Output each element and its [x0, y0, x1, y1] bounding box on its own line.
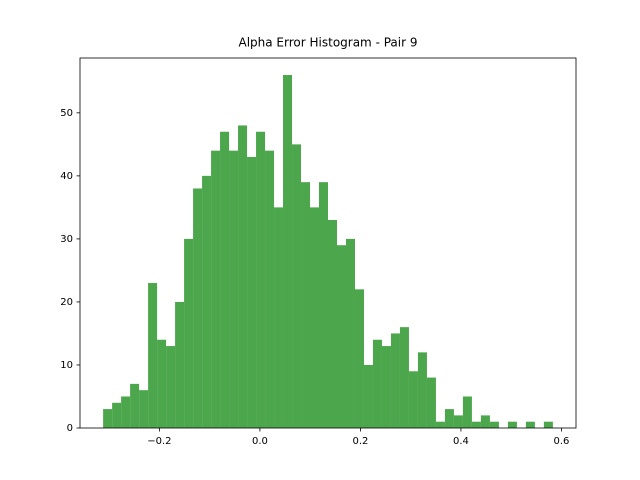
bar: [283, 75, 293, 428]
bar: [444, 409, 454, 428]
bar: [301, 182, 311, 428]
x-tick-label: 0.6: [553, 436, 569, 447]
bar: [372, 339, 382, 428]
bar: [202, 175, 212, 428]
y-tick-label: 30: [60, 234, 73, 245]
bar: [417, 352, 427, 428]
bar: [471, 421, 481, 428]
bar: [525, 421, 535, 428]
bar: [112, 402, 122, 428]
bar: [139, 390, 149, 428]
bar: [399, 327, 409, 428]
bar: [220, 131, 230, 428]
y-tick-label: 0: [67, 423, 73, 434]
bar: [175, 301, 185, 428]
bar: [184, 238, 194, 428]
y-tick-label: 50: [60, 108, 73, 119]
bar: [166, 346, 176, 428]
bar: [462, 396, 472, 428]
bar: [256, 131, 266, 428]
bar: [148, 283, 158, 428]
bar: [310, 207, 320, 428]
bar: [193, 188, 203, 428]
bar: [489, 421, 499, 428]
bar: [354, 289, 364, 428]
bar: [453, 415, 463, 428]
x-tick-label: 0.4: [453, 436, 469, 447]
bar: [328, 219, 337, 428]
bar: [426, 377, 436, 428]
bar: [130, 383, 140, 428]
bar: [211, 150, 221, 428]
bar: [408, 371, 418, 428]
x-tick-label: −0.2: [147, 436, 171, 447]
bar: [274, 207, 284, 428]
bar: [292, 144, 302, 428]
x-tick-label: 0.0: [252, 436, 268, 447]
bar: [157, 339, 167, 428]
bar: [103, 409, 113, 428]
y-tick-label: 10: [60, 360, 73, 371]
x-tick-label: 0.2: [352, 436, 368, 447]
y-tick-label: 40: [60, 171, 73, 182]
plot-frame: [79, 57, 577, 429]
bar: [435, 421, 445, 428]
bar: [390, 333, 400, 428]
chart-title: Alpha Error Histogram - Pair 9: [239, 36, 418, 50]
bar: [265, 150, 275, 428]
bar: [543, 421, 553, 428]
bar: [345, 238, 355, 428]
bar: [229, 150, 239, 428]
bar: [507, 421, 517, 428]
bar: [247, 156, 257, 428]
bar: [480, 415, 490, 428]
bar: [381, 346, 391, 428]
bar: [238, 125, 248, 428]
y-tick-label: 20: [60, 297, 73, 308]
bar: [319, 182, 328, 428]
bar: [363, 364, 373, 428]
bar: [121, 396, 131, 428]
bar: [336, 245, 346, 428]
